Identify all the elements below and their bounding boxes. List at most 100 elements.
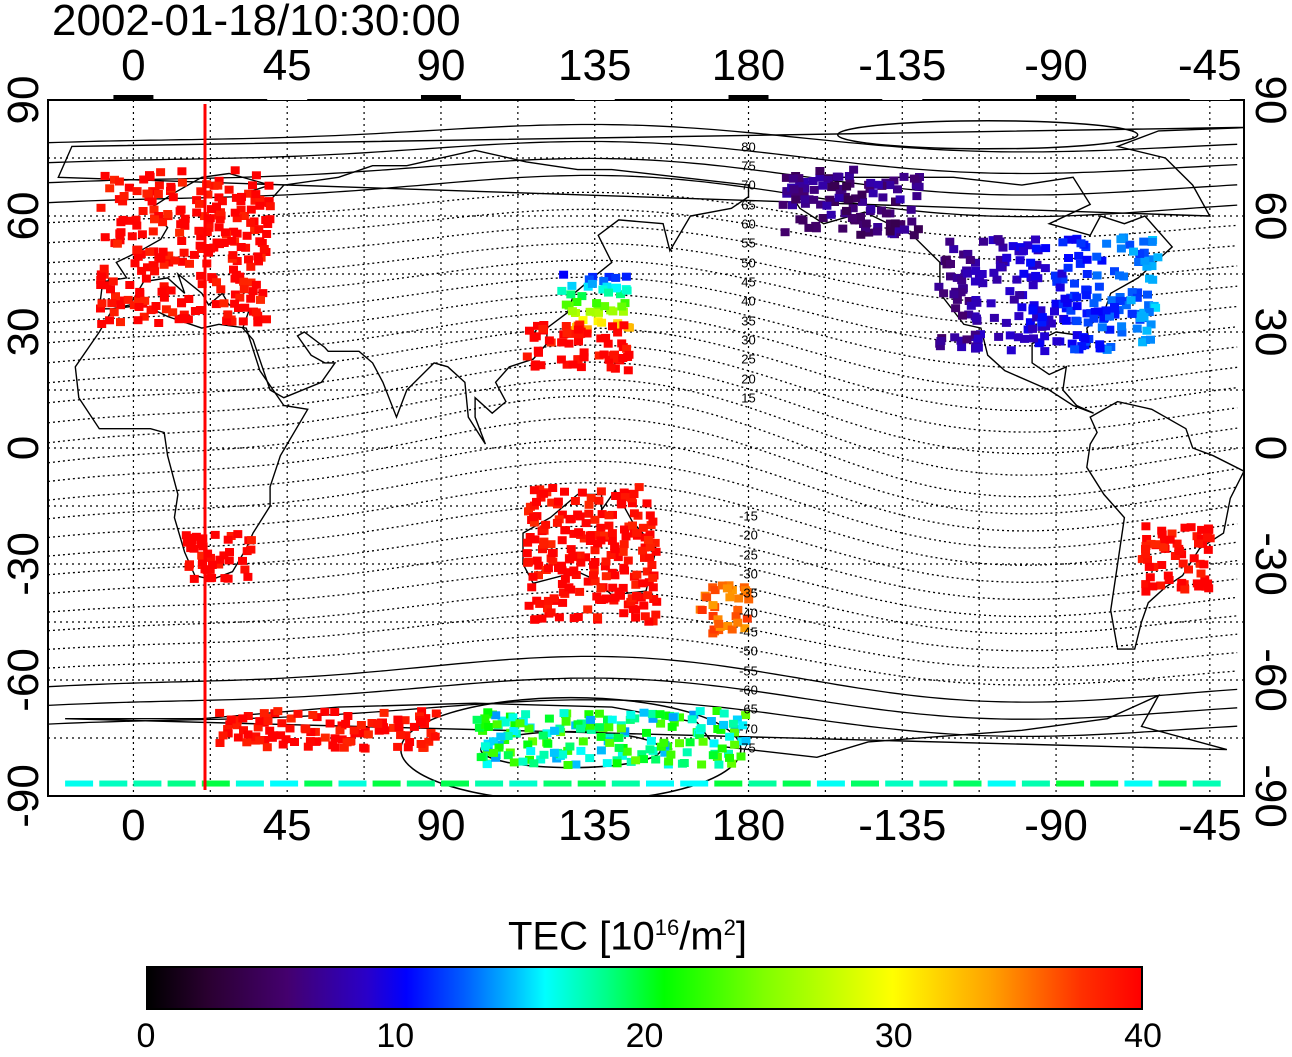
tec-point	[607, 715, 617, 724]
tec-point	[1202, 533, 1212, 542]
tec-point	[1116, 235, 1126, 244]
tec-point	[697, 760, 707, 769]
tec-point	[1163, 571, 1173, 580]
tec-point	[559, 270, 569, 279]
tec-point	[899, 172, 909, 181]
tec-point	[733, 618, 743, 627]
tec-point	[557, 536, 567, 545]
tec-point	[114, 177, 124, 186]
tec-point	[607, 568, 617, 577]
tick-top-label: 45	[262, 41, 312, 90]
tec-point	[861, 224, 870, 233]
tec-point	[251, 190, 261, 199]
tec-point	[645, 530, 655, 539]
tick-right-label: -90	[1246, 764, 1292, 828]
tec-point	[491, 711, 501, 720]
coastline	[1086, 400, 1244, 650]
tec-point	[830, 198, 839, 206]
tec-point	[957, 276, 967, 285]
tec-point	[118, 197, 128, 206]
tec-point	[230, 274, 240, 283]
tec-point	[212, 202, 221, 211]
tec-point	[604, 272, 614, 281]
tec-point	[223, 535, 233, 544]
tec-point	[788, 174, 798, 183]
tec-point	[642, 567, 652, 576]
tec-point	[341, 719, 351, 728]
tec-point	[632, 591, 641, 600]
tec-point	[586, 494, 596, 502]
coastline	[74, 304, 309, 581]
contour-label: 55	[741, 235, 756, 251]
tec-point	[305, 737, 315, 746]
tec-point	[223, 729, 233, 738]
tec-point	[148, 261, 158, 270]
tec-point	[255, 717, 265, 726]
tec-point	[596, 746, 606, 755]
tec-point	[909, 174, 919, 183]
tec-point	[139, 312, 149, 321]
tec-point	[129, 301, 139, 310]
tec-point	[1143, 290, 1152, 299]
tec-point	[568, 360, 578, 369]
contour-label: -15	[739, 508, 758, 524]
tec-point	[583, 605, 593, 614]
tick-left-label: -60	[0, 648, 48, 712]
tec-point	[248, 181, 257, 190]
tec-point	[174, 315, 184, 324]
tec-point	[1008, 242, 1018, 251]
tec-point	[1063, 235, 1073, 244]
tec-point	[189, 250, 199, 259]
tec-point	[1145, 573, 1155, 582]
tec-point	[949, 245, 959, 254]
tec-point	[1147, 237, 1157, 246]
tec-point	[885, 780, 914, 787]
tec-point	[254, 257, 263, 266]
tec-point	[651, 610, 661, 619]
tec-point	[604, 723, 614, 732]
tec-point	[96, 272, 106, 281]
tec-point	[838, 224, 848, 233]
tec-point	[142, 189, 152, 198]
tec-point	[656, 719, 666, 728]
tec-point	[800, 184, 810, 193]
tec-point	[99, 264, 109, 273]
tec-point	[543, 604, 552, 613]
tec-point	[523, 538, 533, 547]
tec-point	[1060, 294, 1070, 303]
tec-point	[203, 244, 213, 252]
tec-point	[363, 730, 373, 739]
tec-point	[604, 288, 613, 297]
tec-point	[1066, 293, 1076, 302]
tec-point	[647, 709, 657, 718]
tec-point	[223, 725, 233, 733]
tec-point	[543, 739, 553, 748]
tec-point	[1129, 247, 1138, 256]
tec-point	[696, 724, 706, 733]
tec-point	[601, 594, 611, 603]
tec-point	[145, 171, 154, 180]
tec-point	[611, 273, 621, 282]
tec-point	[330, 708, 340, 716]
tec-point	[1090, 780, 1119, 787]
tec-point	[610, 545, 620, 554]
tec-point	[811, 224, 821, 233]
tec-point	[238, 556, 247, 565]
tec-point	[856, 212, 865, 221]
tec-point	[585, 754, 595, 763]
tec-point	[881, 209, 891, 218]
tec-point	[585, 721, 595, 730]
tec-point	[281, 735, 291, 744]
tec-point	[576, 558, 586, 567]
tec-point	[535, 485, 545, 494]
tec-point	[132, 221, 142, 230]
tec-point	[176, 205, 186, 214]
tec-point	[530, 362, 540, 371]
tec-point	[222, 317, 232, 326]
tec-point	[1126, 296, 1136, 305]
tec-point	[544, 714, 554, 723]
tec-point	[689, 710, 699, 719]
tec-point	[546, 540, 556, 549]
tec-point	[629, 509, 639, 518]
tec-point	[262, 230, 272, 238]
